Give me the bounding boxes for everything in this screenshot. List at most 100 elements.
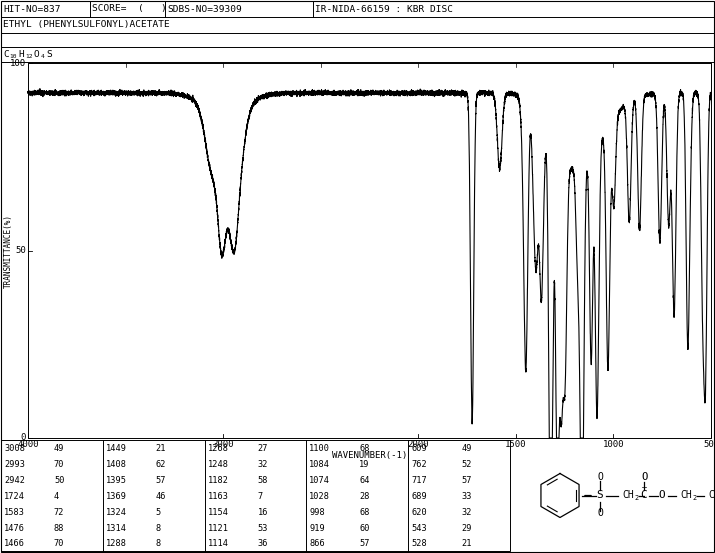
Text: 29: 29	[461, 524, 472, 533]
Text: O: O	[659, 491, 666, 500]
Text: 100: 100	[10, 59, 26, 67]
Text: 10: 10	[9, 54, 17, 59]
Text: H: H	[19, 50, 24, 59]
Text: 53: 53	[257, 524, 268, 533]
Text: 1084: 1084	[310, 460, 330, 469]
Text: TRANSMITTANCE(%): TRANSMITTANCE(%)	[4, 213, 12, 288]
Text: 5: 5	[156, 508, 161, 517]
Text: 2: 2	[634, 494, 638, 500]
Text: 8: 8	[156, 524, 161, 533]
Text: 4000: 4000	[17, 440, 39, 449]
Text: 4: 4	[41, 54, 44, 59]
Text: 52: 52	[461, 460, 472, 469]
Text: 528: 528	[411, 539, 427, 549]
Text: 1583: 1583	[4, 508, 25, 517]
Text: 1163: 1163	[207, 492, 229, 501]
Text: 57: 57	[360, 539, 370, 549]
Text: 1724: 1724	[4, 492, 25, 501]
Text: 2993: 2993	[4, 460, 25, 469]
Text: SCORE=  (   ): SCORE= ( )	[92, 4, 167, 13]
Text: 609: 609	[411, 444, 427, 453]
Text: 1324: 1324	[106, 508, 127, 517]
Bar	[28, 63, 711, 438]
Text: 7: 7	[257, 492, 263, 501]
Text: 689: 689	[411, 492, 427, 501]
Text: 12: 12	[25, 54, 32, 59]
Text: 8: 8	[156, 539, 161, 549]
Text: CH: CH	[708, 491, 715, 500]
Text: 1074: 1074	[310, 476, 330, 485]
Text: 2942: 2942	[4, 476, 25, 485]
Text: 1476: 1476	[4, 524, 25, 533]
Text: 46: 46	[156, 492, 166, 501]
Text: 2: 2	[692, 494, 696, 500]
Text: 49: 49	[461, 444, 472, 453]
Text: 2000: 2000	[408, 440, 429, 449]
Text: 68: 68	[360, 444, 370, 453]
Text: 3008: 3008	[4, 444, 25, 453]
Text: 1121: 1121	[207, 524, 229, 533]
Text: 4: 4	[54, 492, 59, 501]
Text: 1182: 1182	[207, 476, 229, 485]
Text: 3000: 3000	[212, 440, 234, 449]
Text: O: O	[34, 50, 40, 59]
Text: 19: 19	[360, 460, 370, 469]
Text: 1154: 1154	[207, 508, 229, 517]
Text: 998: 998	[310, 508, 325, 517]
Text: 32: 32	[461, 508, 472, 517]
Text: S: S	[46, 50, 52, 59]
Text: 70: 70	[54, 460, 64, 469]
Text: 1449: 1449	[106, 444, 127, 453]
Text: 62: 62	[156, 460, 166, 469]
Text: 16: 16	[257, 508, 268, 517]
Text: ETHYL (PHENYLSULFONYL)ACETATE: ETHYL (PHENYLSULFONYL)ACETATE	[3, 20, 169, 29]
Text: 1466: 1466	[4, 539, 25, 549]
Text: CH: CH	[680, 491, 691, 500]
Text: 57: 57	[461, 476, 472, 485]
Bar	[1, 440, 510, 551]
Text: 1114: 1114	[207, 539, 229, 549]
Text: 49: 49	[54, 444, 64, 453]
Text: 1000: 1000	[603, 440, 624, 449]
Text: 57: 57	[156, 476, 166, 485]
Text: 1248: 1248	[207, 460, 229, 469]
Text: 1369: 1369	[106, 492, 127, 501]
Text: 27: 27	[257, 444, 268, 453]
Text: 1500: 1500	[505, 440, 527, 449]
Text: 32: 32	[257, 460, 268, 469]
Text: 762: 762	[411, 460, 427, 469]
Text: 1395: 1395	[106, 476, 127, 485]
Text: 88: 88	[54, 524, 64, 533]
Text: 1100: 1100	[310, 444, 330, 453]
Text: HIT-NO=837: HIT-NO=837	[3, 4, 61, 13]
Text: SDBS-NO=39309: SDBS-NO=39309	[167, 4, 242, 13]
Text: 500: 500	[703, 440, 715, 449]
Text: 1408: 1408	[106, 460, 127, 469]
Text: 70: 70	[54, 539, 64, 549]
Text: WAVENUMBER(-1): WAVENUMBER(-1)	[332, 451, 407, 460]
Text: C: C	[3, 50, 9, 59]
Text: 1314: 1314	[106, 524, 127, 533]
Text: 21: 21	[156, 444, 166, 453]
Text: 866: 866	[310, 539, 325, 549]
Text: 1288: 1288	[106, 539, 127, 549]
Text: 28: 28	[360, 492, 370, 501]
Text: 717: 717	[411, 476, 427, 485]
Text: 68: 68	[360, 508, 370, 517]
Text: O: O	[597, 472, 603, 483]
Text: 620: 620	[411, 508, 427, 517]
Text: 543: 543	[411, 524, 427, 533]
Text: 58: 58	[257, 476, 268, 485]
Text: 21: 21	[461, 539, 472, 549]
Text: 36: 36	[257, 539, 268, 549]
Text: CH: CH	[622, 491, 633, 500]
Text: 72: 72	[54, 508, 64, 517]
Text: 0: 0	[21, 434, 26, 442]
Text: 50: 50	[15, 246, 26, 255]
Text: 50: 50	[54, 476, 64, 485]
Text: O: O	[641, 472, 647, 483]
Text: 64: 64	[360, 476, 370, 485]
Text: 919: 919	[310, 524, 325, 533]
Text: 1268: 1268	[207, 444, 229, 453]
Text: S: S	[596, 491, 603, 500]
